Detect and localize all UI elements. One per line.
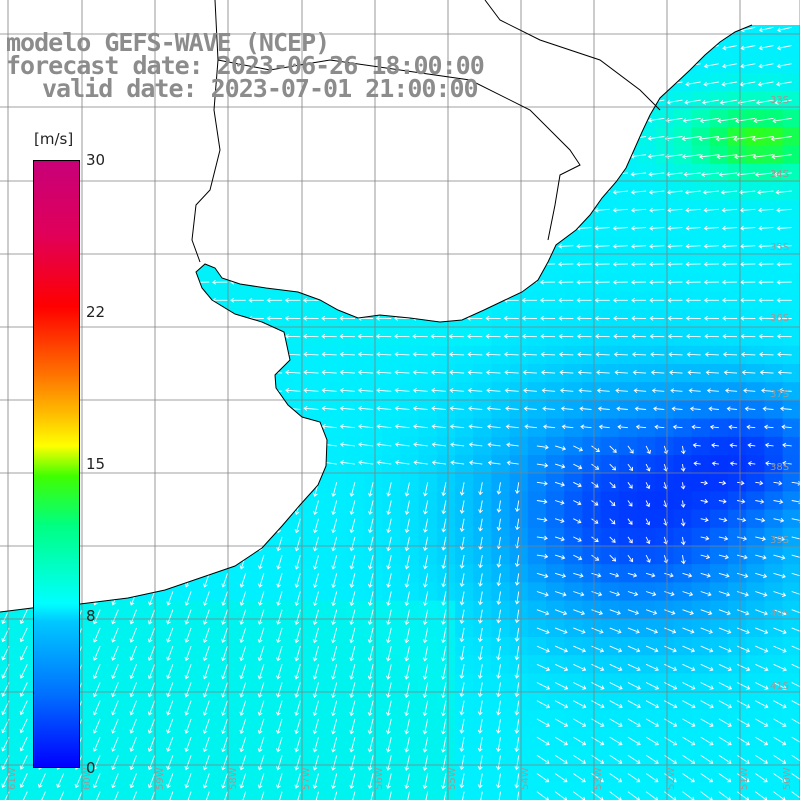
lon-label: 50W [782, 767, 793, 790]
colorbar-tick-8: 8 [86, 607, 96, 625]
lat-label: 35S [770, 242, 789, 253]
colorbar-tick-30: 30 [86, 151, 106, 169]
lat-label: 36S [770, 313, 789, 324]
colorbar-tick-0: 0 [86, 759, 96, 777]
lon-label: 58W [228, 767, 239, 790]
colorbar-tick-15: 15 [86, 455, 106, 473]
lat-label: 33S [770, 95, 789, 106]
lon-label: 53W [593, 767, 604, 790]
colorbar-unit: [m/s] [34, 130, 74, 148]
lat-label: 38S [770, 462, 789, 473]
lat-label: 41S [770, 681, 789, 692]
lon-label: 54W [520, 767, 531, 790]
lat-label: 40S [770, 608, 789, 619]
lon-label: 56W [374, 767, 385, 790]
model-title: modelo GEFS-WAVE (NCEP) [6, 28, 330, 57]
lon-label: 55W [447, 767, 458, 790]
lon-label: 52W [666, 767, 677, 790]
colorbar-tick-22: 22 [86, 303, 106, 321]
colorbar [33, 160, 80, 768]
forecast-date: forecast date: 2023-06-26 18:00:00 [6, 51, 485, 80]
lat-label: 39S [770, 535, 789, 546]
lon-label: 57W [301, 767, 312, 790]
lat-label: 37S [770, 389, 789, 400]
lon-label: 61W [7, 767, 18, 790]
lat-label: 34S [770, 169, 789, 180]
lon-label: 60W [82, 767, 93, 790]
valid-date: valid date: 2023-07-01 21:00:00 [42, 74, 479, 103]
lon-label: 51W [739, 767, 750, 790]
lon-label: 59W [155, 767, 166, 790]
